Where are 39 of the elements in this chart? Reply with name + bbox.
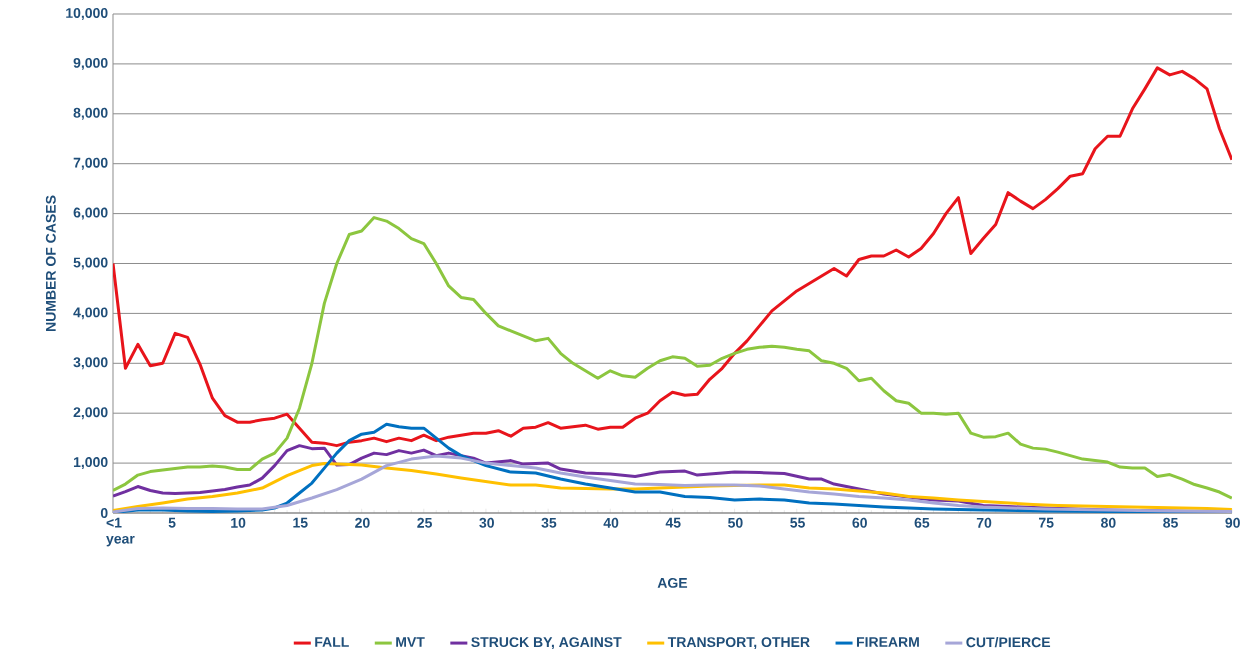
x-tick-label: 80 xyxy=(1101,517,1116,528)
x-tick-label: 65 xyxy=(914,517,930,528)
x-tick-label: 35 xyxy=(541,517,557,528)
y-tick-label: 10,000 xyxy=(66,8,108,20)
x-tick-label: <1 year xyxy=(106,517,135,547)
y-tick-label: 3,000 xyxy=(73,357,108,370)
x-axis-title: AGE xyxy=(657,577,688,588)
x-tick-label: 70 xyxy=(976,517,992,528)
y-tick-label: 8,000 xyxy=(73,107,108,120)
legend-label: CUT/PIERCE xyxy=(966,636,1051,648)
line-series xyxy=(113,66,1232,448)
x-tick-label: 60 xyxy=(852,517,867,528)
x-tick-label: 30 xyxy=(479,517,494,528)
x-tick-label: 90 xyxy=(1225,517,1240,528)
x-tick-label: 25 xyxy=(417,517,432,528)
y-tick-label: 0 xyxy=(100,508,108,518)
legend-label: MVT xyxy=(396,637,425,647)
x-tick-label: 75 xyxy=(1039,517,1054,528)
y-tick-label: 6,000 xyxy=(73,207,108,220)
x-tick-label: 85 xyxy=(1163,517,1178,528)
x-tick-label: 50 xyxy=(728,517,743,528)
x-tick-label: 20 xyxy=(355,517,370,528)
x-tick-label: 55 xyxy=(790,517,805,528)
y-tick-label: 9,000 xyxy=(73,57,108,70)
x-tick-label: 5 xyxy=(168,517,176,528)
legend-label: FALL xyxy=(315,637,349,647)
y-tick-label: 2,000 xyxy=(73,407,108,420)
y-tick-label: 4,000 xyxy=(73,307,108,320)
x-tick-label: 40 xyxy=(603,517,619,528)
y-tick-label: 1,000 xyxy=(73,457,108,470)
x-tick-label: 15 xyxy=(293,517,308,528)
y-tick-label: 5,000 xyxy=(73,257,108,270)
y-tick-label: 7,000 xyxy=(73,157,108,170)
legend-label: TRANSPORT, OTHER xyxy=(667,637,810,650)
x-tick-label: 45 xyxy=(665,517,681,528)
y-axis-title: NUMBER OF CASES xyxy=(45,195,56,332)
x-tick-label: 10 xyxy=(231,517,246,528)
legend-label: FIREARM xyxy=(856,637,919,647)
legend-label: STRUCK BY, AGAINST xyxy=(471,637,622,650)
